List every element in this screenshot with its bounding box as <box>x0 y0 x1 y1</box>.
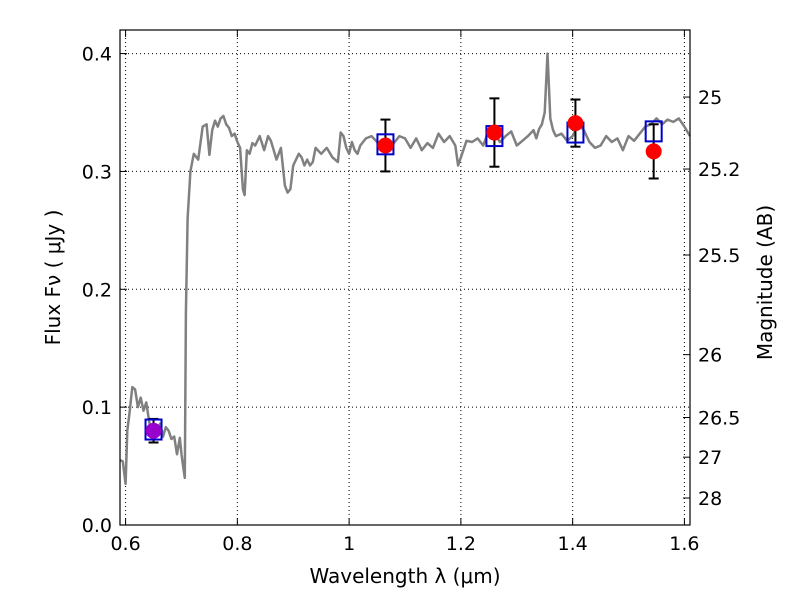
y-tick-label: 0.1 <box>82 397 112 419</box>
model-photometry-box <box>144 418 163 441</box>
observed-point <box>645 143 662 160</box>
right-axis-title: Magnitude (AB) <box>753 205 777 360</box>
y-axis-title: Flux Fν ( μJy ) <box>41 210 65 346</box>
observed-point <box>486 124 503 141</box>
y-tick-label: 0.4 <box>82 44 112 66</box>
right-tick-label: 26 <box>698 345 722 367</box>
observed-point <box>377 137 394 154</box>
right-tick-label: 27 <box>698 447 722 469</box>
right-tick-label: 25.5 <box>698 245 740 267</box>
plot-frame <box>119 29 691 526</box>
y-tick-label: 0.2 <box>82 279 112 301</box>
x-tick-label: 1.4 <box>558 533 588 555</box>
right-tick-label: 26.5 <box>698 408 740 430</box>
ticks-layer: 0.6 0.8 1 1.2 1.4 1.6 0.0 0.1 0.2 0.3 0.4 25 25.2 25.… <box>82 30 740 555</box>
x-tick-label: 0.8 <box>222 533 252 555</box>
x-tick-label: 0.6 <box>110 533 140 555</box>
model-photometry-box <box>376 133 395 156</box>
y-tick-label: 0.3 <box>82 161 112 183</box>
x-tick-label: 1.6 <box>669 533 699 555</box>
right-tick-label: 28 <box>698 488 722 510</box>
upper-limit-point <box>145 422 162 439</box>
right-tick-label: 25 <box>698 87 722 109</box>
right-tick-label: 25.2 <box>698 159 740 181</box>
observed-point <box>567 115 584 132</box>
x-tick-label: 1.2 <box>446 533 476 555</box>
grid-layer <box>120 30 690 526</box>
x-axis-title: Wavelength λ (μm) <box>309 564 500 588</box>
y-tick-label: 0.0 <box>82 515 112 537</box>
model-spectrum-line <box>119 52 692 486</box>
x-tick-label: 1 <box>343 533 355 555</box>
model-photometry-box <box>644 120 663 143</box>
model-spectrum-layer <box>119 52 692 486</box>
photometry-layer <box>144 97 663 444</box>
